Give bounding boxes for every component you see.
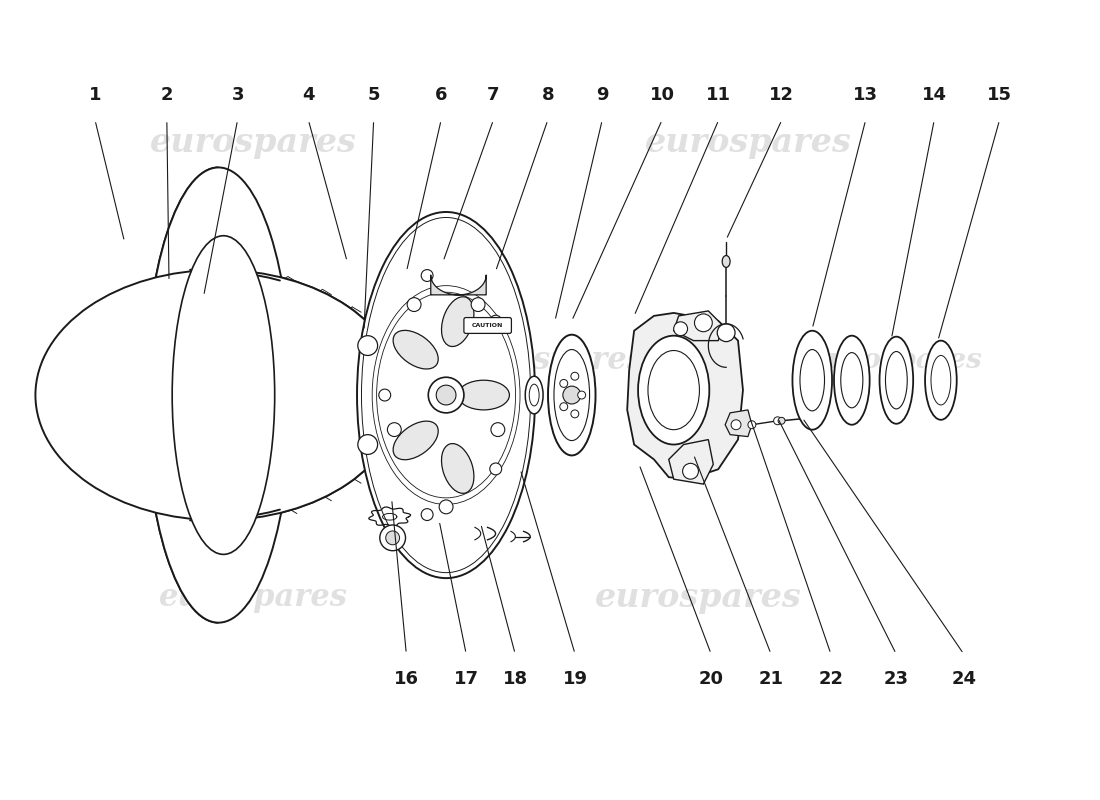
Circle shape [560,379,568,387]
Ellipse shape [441,297,474,346]
Circle shape [421,509,433,521]
Circle shape [491,422,505,437]
Circle shape [358,336,377,355]
Text: 21: 21 [759,670,783,688]
Text: eurospares: eurospares [150,126,356,159]
Circle shape [673,322,688,336]
Circle shape [571,372,579,380]
Circle shape [407,298,421,311]
Text: 22: 22 [818,670,844,688]
Circle shape [560,402,568,410]
Text: 11: 11 [706,86,732,104]
Text: eurospares: eurospares [811,347,982,374]
Text: 10: 10 [650,86,674,104]
Circle shape [490,315,502,327]
Ellipse shape [548,334,595,455]
Text: 16: 16 [394,670,419,688]
Text: eurospares: eurospares [158,582,348,614]
Text: 24: 24 [952,670,976,688]
Text: 23: 23 [883,670,909,688]
Circle shape [421,270,433,282]
Polygon shape [725,410,752,437]
Circle shape [563,386,581,404]
Text: 5: 5 [367,86,380,104]
Text: 6: 6 [434,86,448,104]
Text: 17: 17 [453,670,478,688]
Ellipse shape [441,443,474,494]
Ellipse shape [393,421,438,460]
Circle shape [471,298,485,311]
Circle shape [732,420,741,430]
Text: 1: 1 [89,86,101,104]
FancyBboxPatch shape [464,318,512,334]
Text: 14: 14 [922,86,947,104]
Circle shape [358,434,377,454]
Ellipse shape [393,330,438,369]
Ellipse shape [458,380,509,410]
Text: eurospares: eurospares [455,345,645,376]
Ellipse shape [145,167,292,622]
Text: 12: 12 [769,86,794,104]
Circle shape [428,378,464,413]
Text: 18: 18 [503,670,528,688]
Circle shape [683,463,698,479]
Text: 3: 3 [231,86,244,104]
Polygon shape [669,439,713,484]
Ellipse shape [792,330,832,430]
Circle shape [437,385,456,405]
Circle shape [571,410,579,418]
Ellipse shape [526,376,543,414]
Text: CAUTION: CAUTION [472,323,504,328]
Circle shape [378,389,390,401]
Text: 15: 15 [987,86,1012,104]
Circle shape [490,463,502,475]
Text: 8: 8 [541,86,554,104]
Circle shape [748,421,756,429]
Ellipse shape [35,270,401,520]
Ellipse shape [358,212,536,578]
Ellipse shape [723,255,730,267]
Text: 2: 2 [161,86,173,104]
Text: 7: 7 [487,86,499,104]
Circle shape [379,525,406,550]
Circle shape [439,500,453,514]
Text: eurospares: eurospares [39,347,210,374]
Ellipse shape [925,341,957,420]
Circle shape [386,531,399,545]
Text: 20: 20 [698,670,724,688]
Text: 4: 4 [302,86,315,104]
Text: eurospares: eurospares [645,126,851,159]
Text: 19: 19 [562,670,587,688]
Circle shape [778,418,785,424]
Ellipse shape [173,236,275,554]
Polygon shape [673,311,723,341]
Text: 9: 9 [596,86,608,104]
Text: 13: 13 [854,86,878,104]
Circle shape [578,391,585,399]
Ellipse shape [638,336,710,445]
Ellipse shape [834,336,870,425]
Circle shape [694,314,713,332]
Ellipse shape [880,337,913,424]
Text: eurospares: eurospares [595,582,802,614]
Circle shape [387,422,402,437]
Polygon shape [627,313,743,479]
Circle shape [717,324,735,342]
Circle shape [773,417,782,425]
